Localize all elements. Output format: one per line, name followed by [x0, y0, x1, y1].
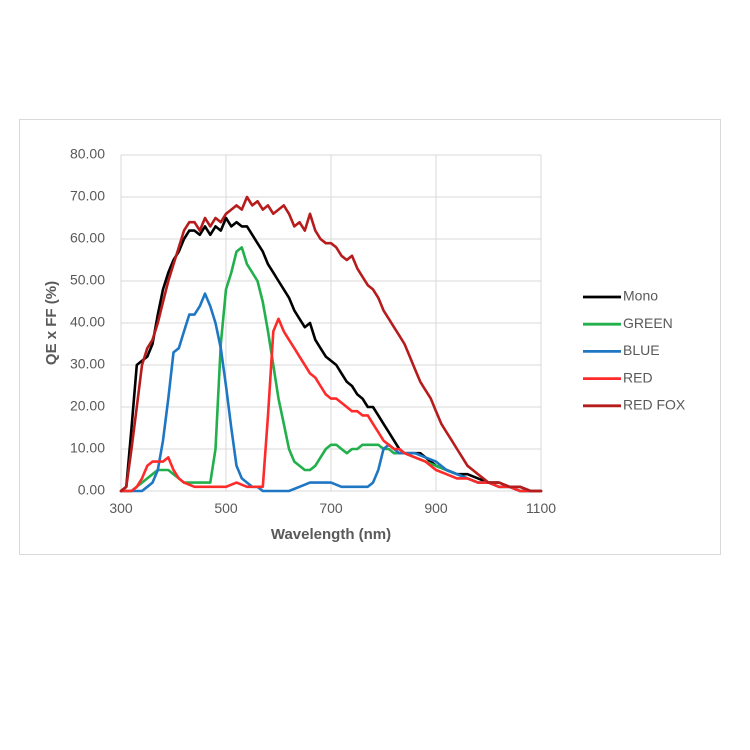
x-axis-title: Wavelength (nm)	[271, 526, 391, 543]
y-tick-label: 0.00	[78, 482, 105, 498]
x-tick-label: 1100	[526, 500, 556, 516]
legend-label: GREEN	[623, 315, 673, 331]
y-tick-label: 80.00	[70, 146, 105, 162]
y-tick-label: 30.00	[70, 356, 105, 372]
gridlines	[120, 154, 542, 492]
y-tick-label: 40.00	[70, 314, 105, 330]
tick-labels: 0.00 10.00 20.00 30.00 40.00 50.00 60.00 70.00 8…	[70, 146, 556, 516]
series-lines	[119, 195, 543, 493]
legend-label: BLUE	[623, 342, 660, 358]
legend: Mono GREEN BLUE RED RED FOX	[583, 288, 686, 413]
y-tick-label: 60.00	[70, 230, 105, 246]
y-tick-label: 20.00	[70, 398, 105, 414]
x-tick-label: 500	[214, 500, 238, 516]
x-tick-label: 700	[319, 500, 343, 516]
legend-label: RED FOX	[623, 397, 686, 413]
legend-label: Mono	[623, 288, 658, 304]
y-tick-label: 10.00	[70, 440, 105, 456]
x-tick-label: 900	[424, 500, 448, 516]
legend-label: RED	[623, 369, 653, 385]
y-tick-label: 50.00	[70, 272, 105, 288]
y-tick-label: 70.00	[70, 188, 105, 204]
x-tick-label: 300	[109, 500, 133, 516]
series-line-blue	[119, 292, 543, 493]
series-line-red-fox	[119, 195, 543, 493]
y-axis-title: QE x FF (%)	[43, 281, 60, 365]
series-line-red	[119, 317, 543, 493]
chart-frame	[19, 119, 721, 555]
